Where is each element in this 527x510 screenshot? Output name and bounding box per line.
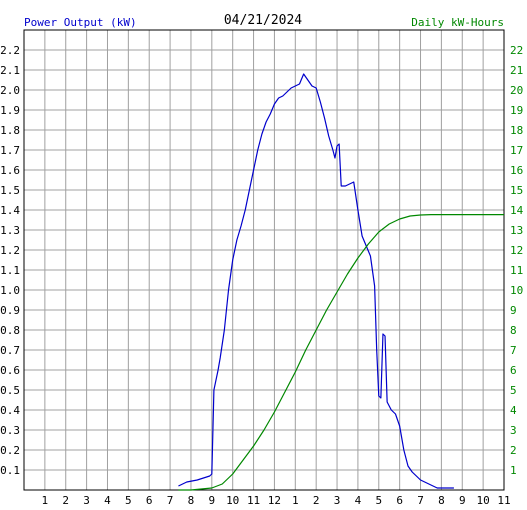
y-left-tick-label: 1.8 [0,124,20,137]
x-tick-label: 10 [477,494,490,507]
y-left-tick-label: 0.1 [0,464,20,477]
y-left-tick-label: 1.6 [0,164,20,177]
y-right-tick-label: 16 [510,164,523,177]
x-tick-label: 9 [459,494,466,507]
energy-series-line [178,214,504,491]
chart-series [178,73,504,491]
x-tick-label: 2 [313,494,320,507]
y-left-tick-label: 0.9 [0,304,20,317]
y-left-tick-label: 0.7 [0,344,20,357]
x-tick-label: 2 [62,494,69,507]
x-tick-label: 5 [375,494,382,507]
y-right-tick-label: 12 [510,244,523,257]
x-tick-label: 4 [355,494,362,507]
y-right-tick-label: 17 [510,144,523,157]
y-left-tick-label: 1.7 [0,144,20,157]
y-left-tick-label: 1.1 [0,264,20,277]
y-left-tick-label: 1.0 [0,284,20,297]
y-right-tick-label: 2 [510,444,517,457]
chart-grid [24,30,504,490]
x-axis-ticks: 1 2 3 4 5 6 7 8 9 10 11 12 1 2 3 4 5 6 7 8 9 10 11 [42,494,511,507]
x-tick-label: 5 [125,494,132,507]
y-right-tick-label: 4 [510,404,517,417]
y-left-tick-label: 0.2 [0,444,20,457]
y-left-tick-label: 0.4 [0,404,20,417]
y-right-tick-label: 13 [510,224,523,237]
y-left-tick-label: 1.4 [0,204,20,217]
y-left-tick-label: 1.3 [0,224,20,237]
y-right-tick-label: 10 [510,284,523,297]
plot-frame [23,29,505,491]
left-axis-label: Power Output (kW) [24,16,137,29]
right-axis-label: Daily kW-Hours [411,16,504,29]
x-tick-label: 7 [417,494,424,507]
y-left-tick-label: 1.2 [0,244,20,257]
plot-border [23,29,505,491]
y-left-tick-label: 0.6 [0,364,20,377]
y-right-tick-label: 18 [510,124,523,137]
y-right-tick-label: 5 [510,384,517,397]
y-left-tick-label: 2.0 [0,84,20,97]
x-tick-label: 7 [167,494,174,507]
x-tick-label: 3 [334,494,341,507]
x-tick-label: 8 [438,494,445,507]
y-right-tick-label: 8 [510,324,517,337]
y-right-tick-label: 14 [510,204,524,217]
x-tick-label: 11 [497,494,510,507]
x-tick-label: 3 [83,494,90,507]
y-right-tick-label: 7 [510,344,517,357]
y-right-tick-label: 15 [510,184,523,197]
x-tick-label: 1 [42,494,49,507]
y-right-tick-label: 20 [510,84,523,97]
y-right-tick-label: 1 [510,464,517,477]
y-right-tick-label: 9 [510,304,517,317]
y-left-tick-label: 0.3 [0,424,20,437]
x-tick-label: 11 [247,494,260,507]
y-right-tick-label: 21 [510,64,523,77]
y-right-tick-label: 6 [510,364,517,377]
chart-title: 04/21/2024 [224,13,302,28]
x-tick-label: 9 [209,494,216,507]
power-series-line [178,73,454,489]
y-left-tick-label: 0.5 [0,384,20,397]
y-left-axis-ticks: 0.1 0.2 0.3 0.4 0.5 0.6 0.7 0.8 0.9 1.0 1.1 1.2 1.3 1… [0,44,20,477]
y-right-tick-label: 3 [510,424,517,437]
y-left-tick-label: 0.8 [0,324,20,337]
x-tick-label: 6 [396,494,403,507]
y-right-tick-label: 11 [510,264,523,277]
x-tick-label: 1 [292,494,299,507]
y-right-tick-label: 22 [510,44,523,57]
y-left-tick-label: 1.9 [0,104,20,117]
x-tick-label: 6 [146,494,153,507]
x-tick-label: 12 [268,494,281,507]
y-left-tick-label: 1.5 [0,184,20,197]
x-tick-label: 10 [226,494,239,507]
y-left-tick-label: 2.2 [0,44,20,57]
y-left-tick-label: 2.1 [0,64,20,77]
x-tick-label: 8 [188,494,195,507]
y-right-tick-label: 19 [510,104,523,117]
x-tick-label: 4 [104,494,111,507]
